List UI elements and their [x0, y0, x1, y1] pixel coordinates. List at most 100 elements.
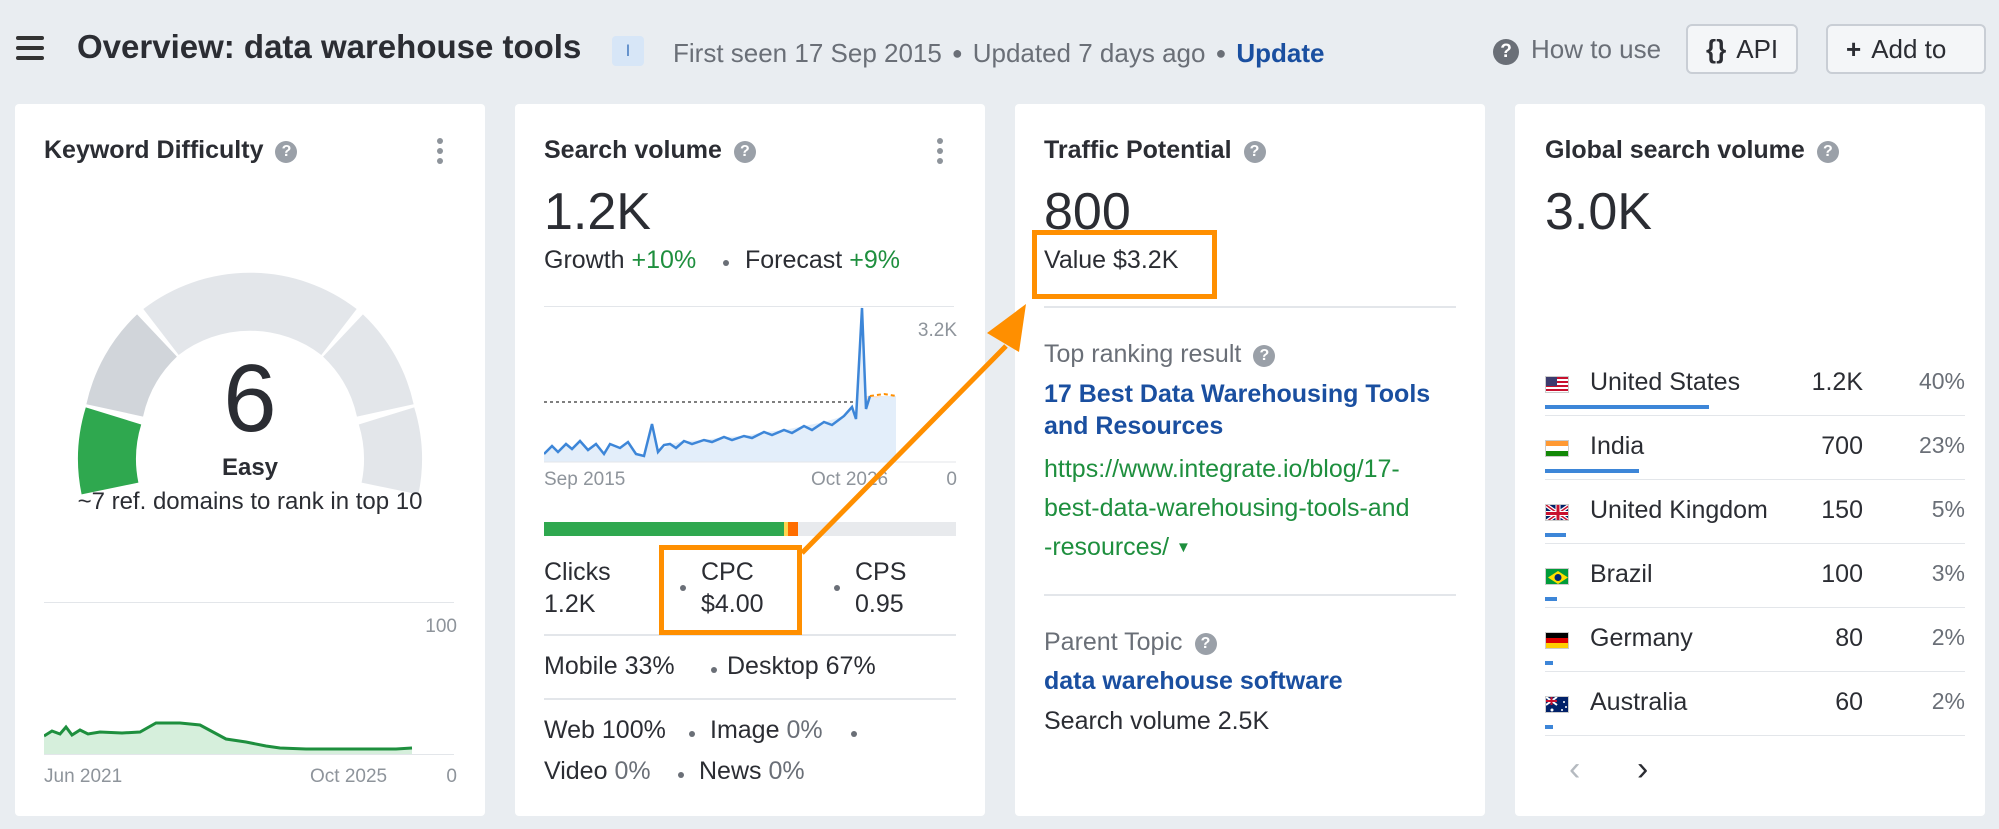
separator-dot: ●	[1215, 43, 1227, 63]
add-to-button[interactable]: + Add to	[1826, 24, 1986, 74]
country-share: 40%	[1918, 368, 1965, 394]
caret-down-icon[interactable]: ▼	[1176, 539, 1191, 556]
country-share: 5%	[1931, 496, 1965, 522]
gauge-segment	[86, 314, 178, 418]
parent-topic-volume: Search volume 2.5K	[1044, 707, 1270, 735]
country-row-germany[interactable]: Germany 80 2%	[1545, 610, 1965, 672]
sv-title: Search volume	[544, 136, 722, 164]
country-row-us[interactable]: United States 1.2K 40%	[1545, 354, 1965, 416]
paid-clicks-segment	[784, 522, 788, 536]
desktop-share: Desktop 67%	[727, 652, 876, 680]
country-row-brazil[interactable]: Brazil 100 3%	[1545, 546, 1965, 608]
country-name: India	[1590, 432, 1645, 460]
top-result-title-line: and Resources	[1044, 412, 1224, 440]
how-to-use-link[interactable]: ? How to use	[1493, 34, 1661, 65]
clicks-value: 1.2K	[544, 590, 596, 618]
difficulty-gauge	[78, 272, 422, 495]
gsv-value: 3.0K	[1545, 183, 1652, 241]
separator-dot	[851, 731, 857, 737]
chart-zero-label: 0	[946, 469, 957, 490]
country-share-bar	[1545, 469, 1640, 473]
update-link[interactable]: Update	[1236, 38, 1325, 68]
help-icon: ?	[1493, 39, 1519, 65]
arrowhead	[987, 304, 1026, 352]
kd-score: 6	[223, 345, 277, 452]
top-ranking-title-link[interactable]: 17 Best Data Warehousing Tools and Resou…	[1044, 378, 1430, 442]
growth-text: Growth +10%	[544, 246, 696, 275]
country-name: United States	[1590, 368, 1741, 396]
help-icon[interactable]: ?	[1194, 633, 1217, 655]
more-options-icon[interactable]	[935, 136, 945, 166]
cpc-value: $4.00	[701, 590, 764, 618]
country-share-bar	[1545, 597, 1558, 601]
divider	[1545, 671, 1965, 672]
cpc-label: CPC	[701, 558, 754, 586]
arrow-shaft	[800, 344, 1008, 555]
video-value: 0%	[614, 757, 651, 785]
video-label: Video	[544, 757, 608, 785]
top-ranking-label: Top ranking result?	[1044, 340, 1276, 369]
separator-dot	[834, 585, 840, 591]
api-button-label: API	[1736, 34, 1779, 64]
page-title: Overview: data warehouse tools	[77, 28, 582, 65]
us-flag-icon	[1545, 376, 1569, 393]
chart-max-label: 100	[425, 616, 457, 637]
country-volume: 100	[1821, 560, 1863, 588]
plus-icon: +	[1846, 34, 1862, 64]
api-button[interactable]: {} API	[1686, 24, 1799, 74]
country-row-australia[interactable]: Australia 60 2%	[1545, 674, 1965, 736]
country-row-india[interactable]: India 700 23%	[1545, 418, 1965, 480]
help-icon[interactable]: ?	[1816, 141, 1839, 163]
separator-dot	[689, 731, 695, 737]
parent-topic-link[interactable]: data warehouse software	[1044, 667, 1343, 695]
global-search-volume-card: Global search volume? 3.0K United States…	[1515, 104, 1985, 816]
intent-badge[interactable]: I	[612, 36, 644, 66]
page-meta: First seen 17 Sep 2015 ● Updated 7 days ag…	[673, 38, 1324, 69]
more-options-icon[interactable]	[435, 136, 445, 166]
previous-page-icon[interactable]: ‹	[1569, 750, 1581, 788]
country-volume: 60	[1835, 688, 1863, 716]
country-volume: 150	[1821, 496, 1863, 524]
country-share: 3%	[1931, 560, 1965, 586]
clicks-metric: Clicks 1.2K	[544, 556, 611, 620]
paid-clicks-segment	[788, 522, 798, 536]
clicks-distribution-bar	[544, 522, 956, 536]
card-title: Keyword Difficulty?	[44, 136, 298, 165]
volume-line	[544, 307, 872, 458]
country-share: 2%	[1931, 624, 1965, 650]
top-bar: Overview: data warehouse tools I First s…	[0, 0, 1999, 104]
help-icon[interactable]: ?	[1243, 141, 1266, 163]
top-result-title-line: 17 Best Data Warehousing Tools	[1044, 380, 1431, 408]
help-icon[interactable]: ?	[275, 141, 298, 163]
kd-subtext: ~7 ref. domains to rank in top 10	[77, 488, 423, 515]
separator-dot	[680, 585, 686, 591]
mobile-share: Mobile 33%	[544, 652, 675, 680]
tp-title: Traffic Potential	[1044, 136, 1232, 164]
first-seen-text: First seen 17 Sep 2015	[673, 38, 942, 68]
help-icon[interactable]: ?	[1253, 345, 1276, 367]
gsv-title: Global search volume	[1545, 136, 1805, 164]
country-share-bar	[1545, 533, 1566, 537]
divider	[1044, 306, 1456, 308]
menu-icon[interactable]	[16, 36, 46, 62]
country-share: 23%	[1918, 432, 1965, 458]
country-volume: 80	[1835, 624, 1863, 652]
next-page-icon[interactable]: ›	[1637, 750, 1649, 788]
cps-metric: CPS 0.95	[855, 556, 906, 620]
divider	[1545, 543, 1965, 544]
help-icon[interactable]: ?	[733, 141, 756, 163]
top-ranking-url[interactable]: https://www.integrate.io/blog/17- best-d…	[1044, 450, 1410, 567]
card-title: Search volume?	[544, 136, 756, 165]
chart-zero-label: 0	[446, 766, 457, 787]
country-volume: 700	[1821, 432, 1863, 460]
country-volume: 1.2K	[1811, 368, 1863, 396]
gauge-segment	[358, 407, 422, 495]
parent-topic-label: Parent Topic?	[1044, 628, 1217, 657]
forecast-value: +9%	[849, 246, 900, 274]
divider	[1545, 479, 1965, 480]
parent-topic-label-text: Parent Topic	[1044, 628, 1183, 656]
country-row-uk[interactable]: United Kingdom 150 5%	[1545, 482, 1965, 544]
kd-title: Keyword Difficulty	[44, 136, 264, 164]
country-share-bar	[1545, 405, 1709, 409]
chart-baseline	[44, 754, 454, 755]
